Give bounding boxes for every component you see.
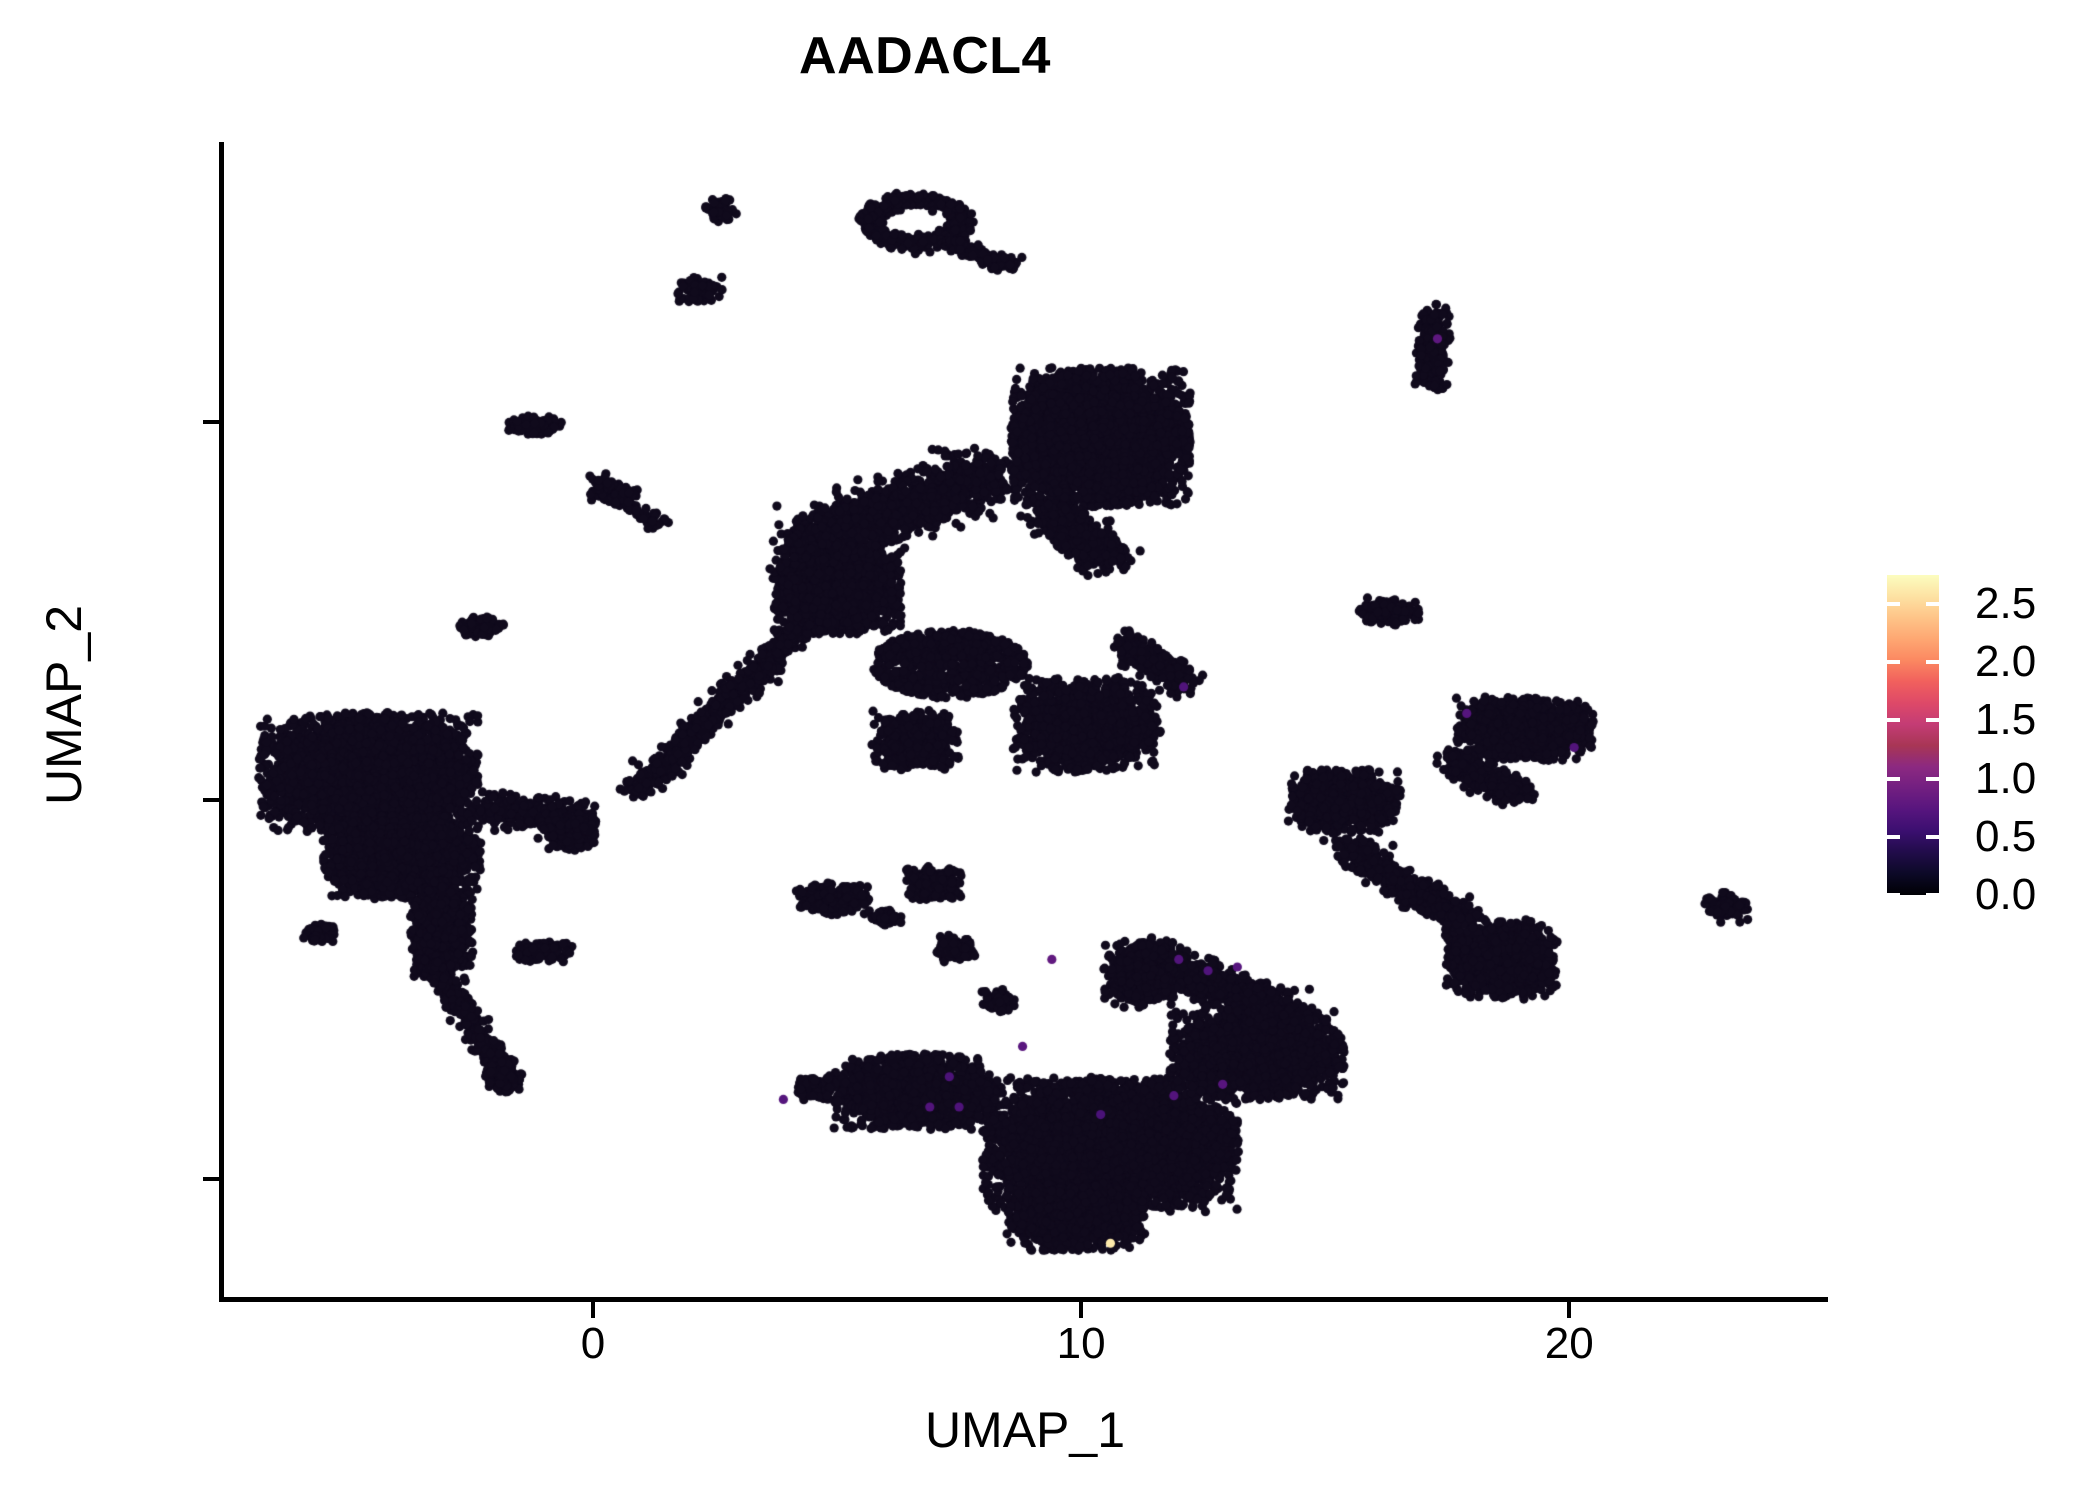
colorbar-label: 1.5 bbox=[1975, 695, 2037, 745]
colorbar-tick-mark bbox=[1887, 602, 1900, 607]
colorbar-label: 0.5 bbox=[1975, 811, 2037, 861]
colorbar-tick-mark bbox=[1926, 834, 1939, 839]
plot-panel bbox=[222, 142, 1828, 1300]
colorbar-tick-mark bbox=[1926, 660, 1939, 665]
x-tick-label: 10 bbox=[1056, 1319, 1106, 1368]
x-tick-mark bbox=[590, 1302, 595, 1318]
y-tick-mark bbox=[203, 1176, 219, 1181]
page-title: AADACL4 bbox=[799, 27, 1051, 85]
x-tick-label: 0 bbox=[580, 1319, 606, 1368]
colorbar-label: 1.0 bbox=[1975, 753, 2037, 803]
colorbar-label: 0.0 bbox=[1975, 870, 2037, 919]
x-axis-line bbox=[219, 1297, 1828, 1302]
colorbar-tick-mark bbox=[1887, 718, 1900, 723]
colorbar-gradient bbox=[1887, 575, 1939, 895]
colorbar-label: 2.5 bbox=[1975, 579, 2037, 629]
colorbar-tick-mark bbox=[1926, 776, 1939, 781]
scatter-plot-canvas bbox=[222, 142, 1828, 1300]
x-tick-mark bbox=[1567, 1302, 1572, 1318]
x-axis-title: UMAP_1 bbox=[924, 1402, 1126, 1458]
colorbar-tick-mark bbox=[1887, 660, 1900, 665]
y-tick-mark bbox=[203, 798, 219, 803]
colorbar-tick-mark bbox=[1926, 602, 1939, 607]
y-tick-mark bbox=[203, 420, 219, 425]
y-axis-title: UMAP_2 bbox=[36, 604, 92, 806]
x-tick-label: 20 bbox=[1544, 1319, 1594, 1368]
colorbar-label: 2.0 bbox=[1975, 637, 2037, 687]
colorbar-tick-mark bbox=[1926, 893, 1939, 897]
colorbar-tick-mark bbox=[1926, 718, 1939, 723]
colorbar-tick-mark bbox=[1887, 893, 1900, 897]
x-tick-mark bbox=[1079, 1302, 1084, 1318]
colorbar-tick-mark bbox=[1887, 776, 1900, 781]
colorbar-tick-mark bbox=[1887, 834, 1900, 839]
colorbar-legend: 0.0 0.5 1.0 1.5 2.0 2.5 bbox=[1887, 575, 2077, 917]
y-axis-line bbox=[219, 142, 224, 1302]
